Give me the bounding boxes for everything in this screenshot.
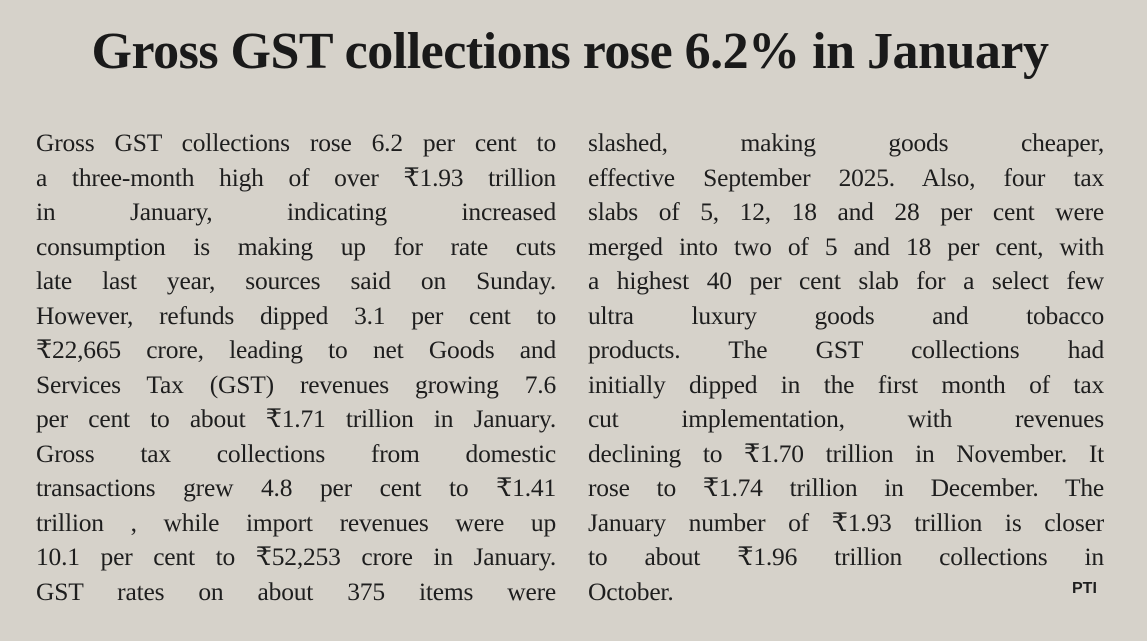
text-line: Gross GST collections rose 6.2 per cent …	[36, 128, 556, 157]
text-line: declining to ₹1.70 trillion in November.…	[588, 438, 1104, 468]
text-line: October.	[588, 576, 674, 606]
text-line: initially dipped in the first month of t…	[588, 369, 1104, 399]
text-line: effective September 2025. Also, four tax	[588, 162, 1104, 192]
text-line: ₹22,665 crore, leading to net Goods and	[36, 335, 556, 364]
text-line: rose to ₹1.74 trillion in December. The	[588, 473, 1104, 502]
text-line: trillion , while import revenues were up	[36, 507, 556, 537]
text-line: GST rates on about 375 items were	[36, 576, 556, 606]
headline: Gross GST collections rose 6.2% in Janua…	[91, 23, 1049, 80]
text-line: transactions grew 4.8 per cent to ₹1.41	[36, 473, 556, 502]
column: slashed, making goods cheaper, effective …	[588, 126, 1104, 609]
text-line: a highest 40 per cent slab for a select …	[588, 266, 1104, 295]
text-line: late last year, sources said on Sunday.	[36, 266, 556, 295]
text-line: Gross tax collections from domestic	[36, 438, 556, 468]
text-line: cut implementation, with revenues	[588, 404, 1104, 433]
text-line: 10.1 per cent to ₹52,253 crore in Januar…	[36, 542, 556, 571]
text-line: January number of ₹1.93 trillion is clos…	[588, 507, 1104, 537]
column: Gross GST collections rose 6.2 per cent …	[36, 126, 556, 609]
text-line: Services Tax (GST) revenues growing 7.6	[36, 369, 556, 399]
text-line: per cent to about ₹1.71 trillion in Janu…	[36, 404, 556, 433]
text-line: to about ₹1.96 trillion collections in	[588, 542, 1104, 571]
text-line: However, refunds dipped 3.1 per cent to	[36, 300, 556, 330]
text-line: merged into two of 5 and 18 per cent, wi…	[588, 231, 1104, 261]
text-line: consumption is making up for rate cuts	[36, 231, 556, 261]
text-line: products. The GST collections had	[588, 335, 1104, 364]
credit: PTI	[1072, 580, 1097, 597]
text-line: a three-month high of over ₹1.93 trillio…	[36, 162, 556, 192]
text-line: ultra luxury goods and tobacco	[588, 300, 1104, 330]
text-line: in January, indicating increased	[36, 197, 556, 226]
text-line: slashed, making goods cheaper,	[588, 128, 1104, 157]
text-line: slabs of 5, 12, 18 and 28 per cent were	[588, 197, 1104, 226]
